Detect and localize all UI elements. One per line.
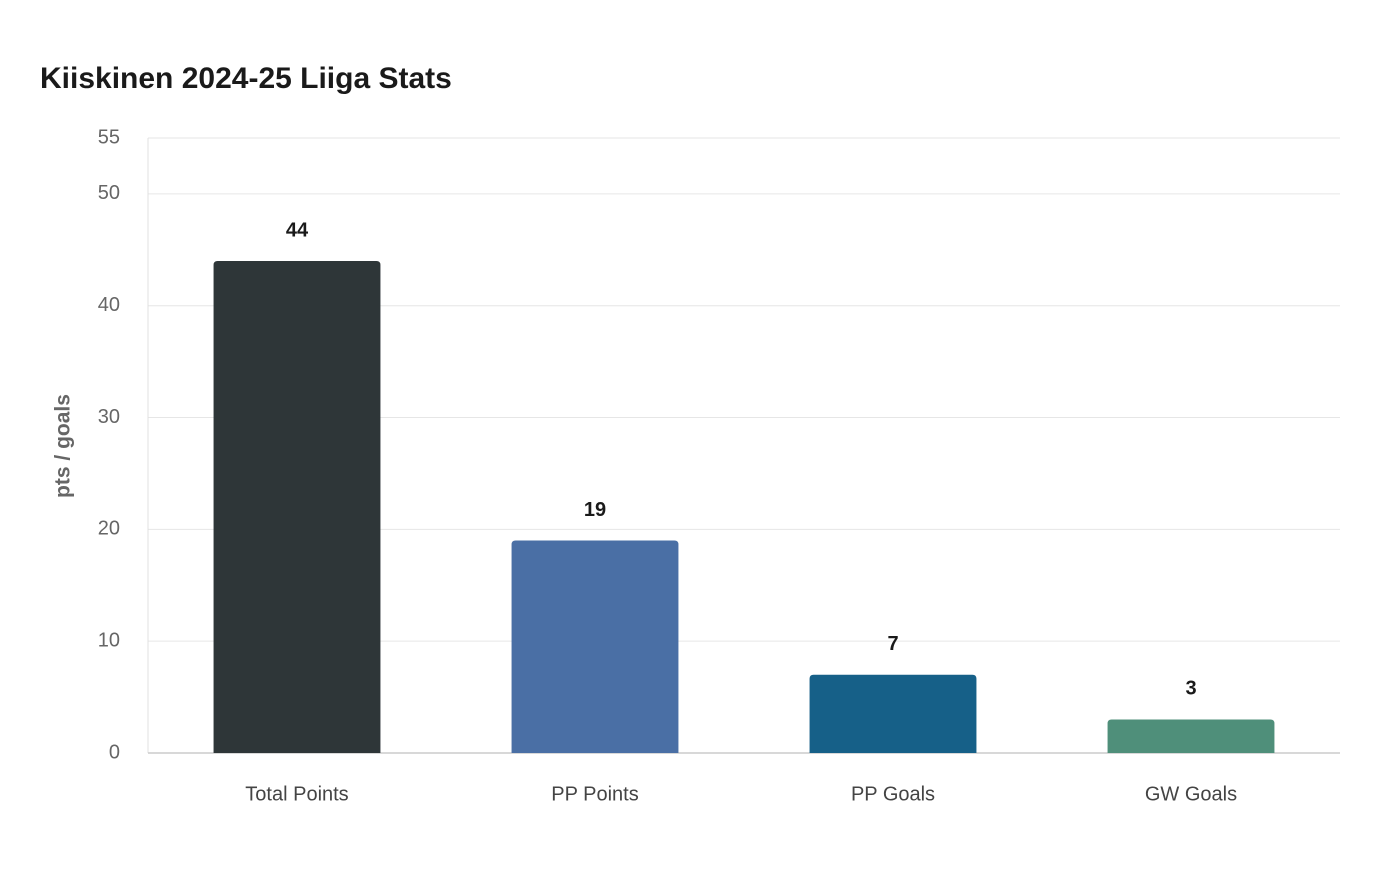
data-label: 19: [584, 499, 606, 521]
y-tick-label: 50: [98, 182, 120, 204]
data-label: 7: [887, 633, 898, 655]
data-label: 3: [1185, 678, 1196, 700]
bar: [809, 674, 977, 753]
x-tick-label: PP Points: [551, 783, 638, 805]
bar: [511, 540, 679, 753]
data-label: 44: [286, 219, 309, 241]
y-tick-label: 20: [98, 518, 120, 540]
y-tick-label: 40: [98, 294, 120, 316]
chart-title: Kiiskinen 2024-25 Liiga Stats: [40, 62, 452, 95]
bar: [213, 261, 381, 753]
y-tick-label: 30: [98, 406, 120, 428]
x-tick-label: PP Goals: [851, 783, 935, 805]
y-tick-label: 0: [109, 741, 120, 763]
x-tick-label: GW Goals: [1145, 783, 1237, 805]
x-tick-label: Total Points: [245, 783, 348, 805]
y-axis-label: pts / goals: [52, 394, 75, 498]
y-tick-label: 55: [98, 126, 120, 148]
y-tick-label: 10: [98, 629, 120, 651]
bar: [1107, 719, 1275, 753]
